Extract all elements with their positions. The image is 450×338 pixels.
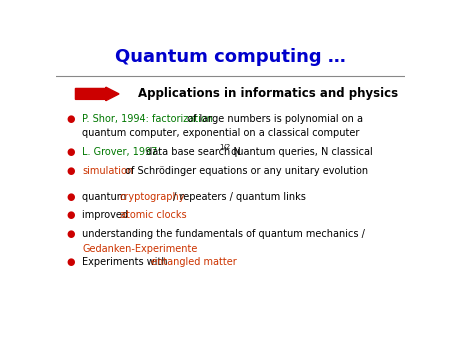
Text: ●: ● [67,210,75,220]
Text: Quantum computing …: Quantum computing … [115,48,346,67]
Text: improved: improved [82,210,131,220]
Text: entangled matter: entangled matter [151,257,237,267]
Text: quantum queries, N classical: quantum queries, N classical [228,147,373,157]
Text: 1/2: 1/2 [219,144,230,150]
Text: quantum computer, exponential on a classical computer: quantum computer, exponential on a class… [82,128,360,138]
Text: L. Grover, 1997:: L. Grover, 1997: [82,147,161,157]
FancyArrow shape [76,87,119,101]
Text: ●: ● [67,147,75,157]
Text: quantum: quantum [82,192,130,202]
Text: cryptography: cryptography [119,192,184,202]
Text: ●: ● [67,114,75,124]
Text: simulation: simulation [82,166,134,176]
Text: P. Shor, 1994: factorization: P. Shor, 1994: factorization [82,114,213,124]
Text: atomic clocks: atomic clocks [121,210,187,220]
Text: data base search N: data base search N [144,147,241,157]
Text: understanding the fundamentals of quantum mechanics /: understanding the fundamentals of quantu… [82,230,365,239]
Text: of Schrödinger equations or any unitary evolution: of Schrödinger equations or any unitary … [122,166,368,176]
Text: ●: ● [67,257,75,267]
Text: of large numbers is polynomial on a: of large numbers is polynomial on a [184,114,363,124]
Text: ●: ● [67,192,75,202]
Text: ●: ● [67,166,75,176]
Text: Experiments with: Experiments with [82,257,171,267]
Text: Applications in informatics and physics: Applications in informatics and physics [138,88,398,100]
Text: ●: ● [67,230,75,239]
Text: Gedanken-Experimente: Gedanken-Experimente [82,244,198,254]
Text: / repeaters / quantum links: / repeaters / quantum links [170,192,306,202]
